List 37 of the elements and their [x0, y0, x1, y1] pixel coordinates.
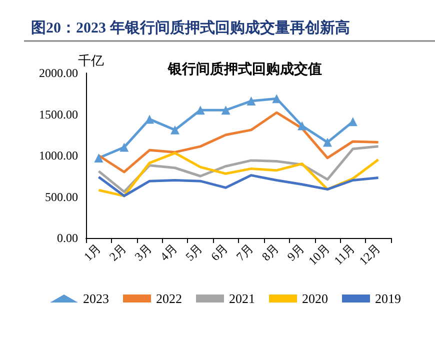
- line-series: [97, 152, 380, 198]
- legend-label: 2023: [83, 291, 109, 306]
- legend-label: 2021: [229, 291, 255, 306]
- x-tick-label: 7月: [234, 241, 256, 264]
- point: [246, 96, 256, 106]
- x-tick-label: 8月: [258, 241, 282, 264]
- point: [170, 125, 180, 134]
- legend-label: 2022: [156, 291, 182, 306]
- point: [298, 121, 307, 130]
- point: [221, 106, 230, 115]
- y-tick-label: 2000.00: [39, 66, 78, 80]
- x-tick-label: 9月: [284, 241, 307, 264]
- y-tick-label: 500.00: [45, 190, 78, 204]
- point: [348, 117, 358, 126]
- point: [94, 153, 104, 162]
- x-tick-label: 4月: [157, 241, 180, 264]
- chart-title: 图20：2023 年银行间质押式回购成交量再创新高: [31, 18, 350, 36]
- point: [145, 114, 154, 124]
- x-tick-label: 1月: [81, 241, 104, 264]
- point: [322, 138, 332, 147]
- x-tick-label: 12月: [356, 241, 384, 268]
- x-tick-label: 3月: [132, 241, 154, 264]
- point: [120, 142, 129, 152]
- point: [196, 106, 205, 115]
- y-tick-label: 1500.00: [39, 107, 78, 122]
- x-tick-label: 2月: [106, 241, 130, 264]
- x-tick-label: 10月: [306, 241, 332, 268]
- y-tick-label: 1000.00: [39, 148, 78, 162]
- x-tick-label: 6月: [208, 241, 231, 264]
- line-series: [97, 174, 380, 198]
- x-tick-label: 5月: [182, 241, 206, 264]
- y-axis-title: 千亿: [78, 53, 104, 68]
- chart-subtitle: 银行间质押式回购成交值: [167, 60, 322, 78]
- x-tick-label: 11月: [331, 241, 358, 268]
- y-tick-label: 0.00: [57, 231, 78, 245]
- legend-label: 2019: [375, 291, 401, 306]
- legend-label: 2020: [302, 291, 328, 306]
